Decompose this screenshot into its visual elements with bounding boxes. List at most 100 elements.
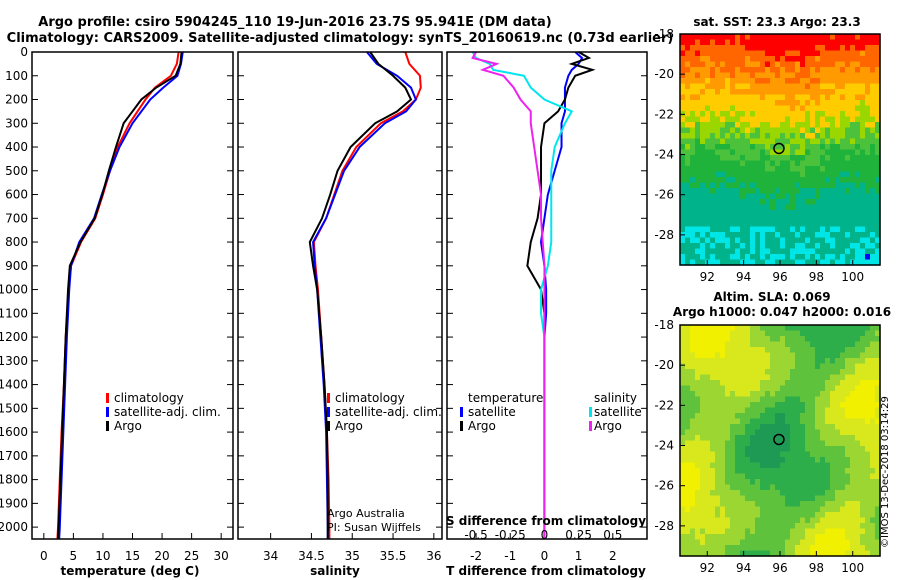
- map-cell: [810, 100, 816, 107]
- map-cell: [710, 336, 716, 343]
- map-cell: [755, 484, 761, 491]
- map-cell: [820, 232, 826, 239]
- map-cell: [690, 45, 696, 52]
- map-cell: [705, 501, 711, 508]
- map-cell: [820, 336, 826, 343]
- map-cell: [695, 440, 701, 447]
- map-cell: [850, 116, 856, 123]
- map-cell: [725, 341, 731, 348]
- map-cell: [685, 144, 691, 151]
- map-cell: [740, 193, 746, 200]
- map-cell: [695, 116, 701, 123]
- map-cell: [810, 45, 816, 52]
- map-cell: [820, 78, 826, 85]
- map-cell: [680, 243, 686, 250]
- map-cell: [690, 237, 696, 244]
- map-cell: [710, 210, 716, 217]
- map-cell: [845, 429, 851, 436]
- map-cell: [855, 468, 861, 475]
- map-cell: [695, 528, 701, 535]
- map-cell: [715, 374, 721, 381]
- map-cell: [800, 374, 806, 381]
- map-cell: [815, 363, 821, 370]
- map-cell: [720, 34, 726, 41]
- map-cell: [690, 160, 696, 167]
- map-cell: [775, 105, 781, 112]
- map-cell: [845, 56, 851, 63]
- legend-s-argo-label: Argo: [594, 419, 622, 433]
- map-cell: [795, 418, 801, 425]
- map-cell: [700, 512, 706, 519]
- map-cell: [770, 61, 776, 68]
- map-cell: [740, 100, 746, 107]
- map-cell: [810, 56, 816, 63]
- map-cell: [725, 100, 731, 107]
- map-cell: [730, 166, 736, 173]
- map-cell: [745, 418, 751, 425]
- map-cell: [860, 407, 866, 414]
- map-cell: [695, 363, 701, 370]
- map-cell: [705, 50, 711, 57]
- map-cell: [860, 479, 866, 486]
- map-cell: [795, 495, 801, 502]
- map-cell: [790, 155, 796, 162]
- map-cell: [840, 243, 846, 250]
- map-cell: [680, 501, 686, 508]
- map-cell: [815, 122, 821, 129]
- map-cell: [875, 67, 881, 74]
- map-cell: [860, 336, 866, 343]
- map-cell: [830, 429, 836, 436]
- map-cell: [875, 39, 881, 46]
- map-cell: [705, 528, 711, 535]
- map-cell: [875, 517, 881, 524]
- map-cell: [690, 347, 696, 354]
- map-cell: [690, 402, 696, 409]
- y-tick-label: 1800: [0, 473, 28, 487]
- map-cell: [735, 539, 741, 546]
- map-cell: [705, 506, 711, 513]
- map-cell: [725, 484, 731, 491]
- map-cell: [735, 352, 741, 359]
- map-cell: [850, 237, 856, 244]
- map-cell: [790, 550, 796, 557]
- map-cell: [770, 347, 776, 354]
- map-cell: [745, 182, 751, 189]
- map-cell: [715, 457, 721, 464]
- map-cell: [840, 259, 846, 266]
- map-cell: [875, 446, 881, 453]
- map-cell: [715, 418, 721, 425]
- map-cell: [810, 72, 816, 79]
- map-cell: [750, 177, 756, 184]
- map-cell: [700, 402, 706, 409]
- map-cell: [770, 177, 776, 184]
- map-cell: [700, 336, 706, 343]
- map-cell: [830, 506, 836, 513]
- map-cell: [800, 385, 806, 392]
- map-cell: [680, 528, 686, 535]
- map-cell: [810, 89, 816, 96]
- map-cell: [735, 330, 741, 337]
- map-cell: [840, 188, 846, 195]
- map-cell: [770, 259, 776, 266]
- map-cell: [845, 144, 851, 151]
- map-cell: [695, 352, 701, 359]
- map-cell: [835, 385, 841, 392]
- map-cell: [780, 133, 786, 140]
- map-cell: [715, 550, 721, 557]
- map-cell: [775, 446, 781, 453]
- map-cell: [815, 105, 821, 112]
- map-cell: [695, 248, 701, 255]
- map-cell: [710, 451, 716, 458]
- map-cell: [860, 160, 866, 167]
- map-cell: [715, 61, 721, 68]
- map-cell: [835, 506, 841, 513]
- map-cell: [720, 155, 726, 162]
- map-cell: [825, 534, 831, 541]
- map-cell: [765, 490, 771, 497]
- map-cell: [760, 221, 766, 228]
- map-cell: [825, 193, 831, 200]
- map-cell: [755, 325, 761, 332]
- map-cell: [835, 50, 841, 57]
- map-cell: [800, 116, 806, 123]
- map-cell: [770, 188, 776, 195]
